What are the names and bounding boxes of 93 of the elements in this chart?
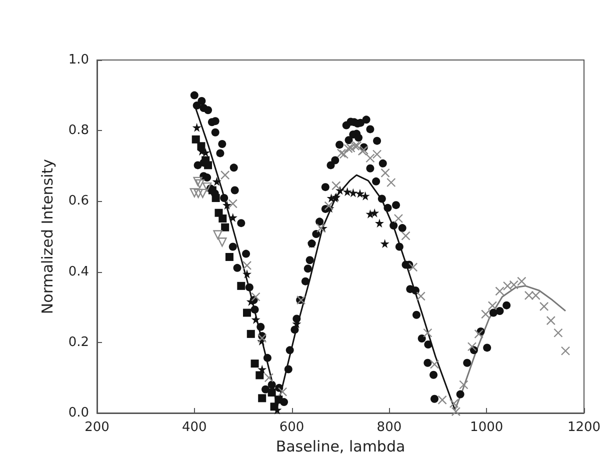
point	[336, 186, 345, 195]
point	[336, 148, 346, 158]
point	[348, 188, 358, 198]
point	[220, 170, 230, 180]
point	[531, 290, 540, 300]
y-tick-label: 0.4	[68, 264, 89, 280]
point	[268, 388, 276, 397]
point	[416, 292, 426, 301]
point	[386, 178, 396, 188]
point	[352, 141, 362, 150]
point	[401, 231, 410, 240]
point	[242, 269, 252, 278]
point	[467, 342, 477, 352]
point	[502, 281, 512, 291]
point	[360, 191, 370, 200]
point	[258, 394, 266, 402]
point	[524, 290, 534, 300]
point	[366, 154, 375, 163]
point	[430, 360, 440, 369]
point	[198, 188, 208, 198]
x-axis-title: Baseline, lambda	[276, 438, 406, 456]
point	[481, 310, 490, 319]
point	[221, 223, 230, 232]
point	[218, 214, 227, 222]
point	[408, 262, 418, 272]
point	[394, 214, 404, 224]
point	[212, 194, 220, 202]
point	[278, 387, 288, 396]
x-tick-label: 200	[84, 420, 110, 435]
point	[264, 373, 274, 382]
point	[372, 150, 382, 159]
point	[251, 292, 260, 302]
point	[202, 182, 212, 192]
point	[495, 286, 504, 296]
point	[509, 280, 518, 290]
point	[324, 201, 334, 210]
point	[370, 208, 380, 218]
point	[194, 188, 203, 198]
x-tick-label: 800	[376, 420, 402, 435]
point	[195, 179, 204, 189]
line-series	[454, 285, 566, 411]
point	[546, 316, 556, 326]
point	[342, 187, 352, 196]
point	[438, 395, 447, 405]
point	[350, 142, 360, 151]
point	[242, 308, 251, 317]
point	[222, 200, 232, 210]
point	[380, 168, 390, 178]
x-tick-label: 400	[182, 420, 207, 435]
point	[339, 150, 349, 159]
point	[257, 334, 267, 343]
x-tick-label: 1000	[470, 420, 504, 435]
point	[213, 230, 222, 240]
point	[190, 188, 199, 198]
point	[423, 328, 432, 338]
y-axis-title: Normalized Intensity	[38, 158, 56, 314]
point	[346, 143, 356, 152]
point	[488, 301, 498, 310]
point	[332, 181, 341, 190]
point	[474, 329, 484, 339]
point	[246, 330, 255, 338]
point	[225, 252, 234, 261]
point	[554, 328, 563, 338]
point	[258, 364, 267, 374]
point	[355, 188, 364, 198]
point	[197, 142, 206, 150]
point	[212, 176, 222, 186]
point	[218, 238, 227, 247]
point	[380, 239, 390, 248]
point	[192, 122, 202, 132]
point	[274, 396, 283, 404]
x-tick-label: 1200	[567, 420, 601, 435]
point	[374, 218, 384, 228]
point	[539, 302, 549, 311]
point	[459, 380, 468, 390]
point	[228, 199, 238, 208]
y-tick-label: 1.0	[68, 52, 89, 68]
point	[228, 212, 238, 222]
x-tick-label: 600	[279, 420, 304, 435]
point	[204, 161, 212, 170]
y-tick-label: 0.0	[68, 406, 89, 420]
point	[192, 135, 200, 144]
point	[193, 176, 202, 186]
point	[250, 360, 259, 368]
point	[560, 346, 570, 356]
point	[517, 276, 526, 286]
y-tick-label: 0.6	[68, 194, 89, 209]
y-tick-label: 0.8	[68, 123, 89, 138]
point	[256, 371, 264, 380]
point	[344, 144, 353, 154]
point	[237, 282, 246, 290]
y-tick-label: 0.2	[68, 334, 89, 350]
point	[242, 260, 252, 270]
